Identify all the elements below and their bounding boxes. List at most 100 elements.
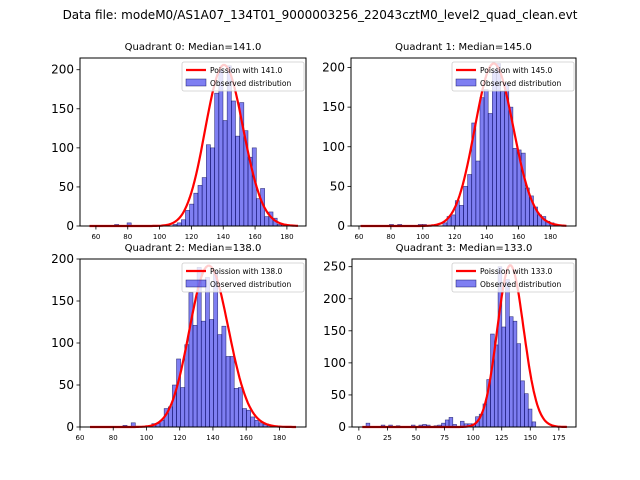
ytick-label: 100 — [51, 141, 74, 155]
histogram-bar — [214, 92, 220, 227]
xtick-label: 125 — [495, 434, 508, 442]
subplot-title: Quadrant 3: Median=133.0 — [396, 243, 533, 254]
xtick-label: 0 — [357, 434, 361, 442]
legend: Poission with 133.0 Observed distribution — [451, 262, 575, 293]
axes-frame — [351, 258, 577, 428]
legend-label-observed: Observed distribution — [210, 280, 291, 289]
axes-frame — [350, 57, 577, 227]
subplot-quadrant-1: Quadrant 1: Median=145.0 0 50 100 150 200 60 80… — [322, 42, 577, 241]
xtick-label: 50 — [412, 434, 421, 442]
xtick-label: 100 — [466, 434, 479, 442]
histogram-bar — [516, 343, 521, 428]
xtick-label: 120 — [173, 434, 186, 442]
legend-label-observed: Observed distribution — [480, 280, 561, 289]
histogram-bar — [246, 409, 251, 428]
ytick-label: 100 — [51, 336, 74, 350]
histogram-bar — [193, 192, 199, 227]
histogram-bar — [479, 97, 485, 227]
histogram-bar — [512, 320, 518, 428]
histogram-bar — [180, 219, 186, 227]
xtick-label: 150 — [524, 434, 537, 442]
xtick-label: 160 — [512, 233, 525, 241]
legend-label-observed: Observed distribution — [210, 79, 291, 88]
ytick-label: 50 — [59, 378, 74, 392]
xtick-label: 140 — [206, 434, 219, 442]
xtick-label: 120 — [448, 233, 461, 241]
subplot-quadrant-3: Quadrant 3: Median=133.0 0 50 100 150 200 250 0… — [323, 243, 577, 442]
legend-bar-swatch — [455, 279, 477, 288]
histogram-bar — [250, 416, 256, 428]
histogram-bar — [217, 334, 223, 428]
xtick-label: 80 — [109, 434, 118, 442]
legend-label-poisson: Poission with 141.0 — [210, 66, 283, 75]
subplot-quadrant-2: Quadrant 2: Median=138.0 0 50 100 150 200 60 80… — [51, 243, 307, 442]
histogram-bar — [221, 325, 227, 428]
histogram-bar — [264, 216, 270, 227]
histogram-bar — [527, 408, 533, 428]
histogram-bar — [218, 69, 224, 227]
legend-bar-swatch — [185, 78, 207, 87]
histogram-bar — [531, 421, 537, 428]
histogram-bar — [459, 205, 464, 227]
ytick-label: 100 — [323, 356, 346, 370]
xtick-label: 100 — [416, 233, 429, 241]
histogram-bar — [524, 393, 529, 428]
xtick-label: 60 — [91, 233, 100, 241]
histogram-bar — [210, 147, 215, 227]
histogram-bar — [184, 344, 190, 428]
ytick-label: 50 — [59, 180, 74, 194]
histogram-bar — [492, 70, 497, 227]
ytick-label: 200 — [51, 63, 74, 77]
legend-label-poisson: Poission with 145.0 — [480, 66, 553, 75]
axes-frame — [79, 57, 307, 227]
histogram-bar — [235, 135, 240, 227]
histogram-bar — [200, 320, 206, 428]
histogram-bar — [233, 388, 239, 428]
subplot-quadrant-0: Quadrant 0: Median=141.0 0 50 100 150 200 60 80… — [51, 42, 307, 241]
legend-frame — [181, 262, 305, 293]
histogram-bar — [176, 358, 181, 428]
xtick-label: 180 — [544, 233, 557, 241]
ytick-label: 150 — [51, 102, 74, 116]
histogram-bar — [448, 417, 454, 428]
histogram-bar — [225, 356, 231, 428]
ytick-label: 100 — [322, 140, 345, 154]
histogram-bar — [501, 326, 506, 428]
histogram-bar — [231, 100, 236, 227]
histogram-bar — [500, 90, 505, 227]
ytick-label: 250 — [323, 260, 346, 274]
ytick-label: 150 — [51, 294, 74, 308]
subplot-title: Quadrant 1: Median=145.0 — [395, 42, 532, 53]
histogram-bar — [222, 120, 228, 227]
histogram-bar — [185, 210, 190, 227]
xtick-label: 80 — [123, 233, 132, 241]
histogram-bar — [463, 186, 468, 227]
legend: Poission with 138.0 Observed distribution — [181, 262, 305, 293]
histogram-bar — [189, 203, 195, 227]
legend-bar-swatch — [185, 279, 207, 288]
xtick-label: 75 — [440, 434, 449, 442]
histogram-bar — [213, 271, 219, 428]
legend-label-poisson: Poission with 133.0 — [480, 267, 553, 276]
histogram-bar — [197, 185, 203, 227]
histogram-bar — [256, 198, 261, 227]
xtick-label: 140 — [217, 233, 230, 241]
histogram-bar — [201, 177, 207, 227]
legend: Poission with 145.0 Observed distribution — [451, 61, 575, 92]
subplot-title: Quadrant 0: Median=141.0 — [125, 42, 262, 53]
xtick-label: 160 — [239, 434, 252, 442]
histogram-bar — [206, 144, 211, 227]
xtick-label: 80 — [386, 233, 395, 241]
xtick-label: 25 — [383, 434, 392, 442]
histogram-bar — [450, 214, 456, 227]
xtick-label: 180 — [273, 434, 286, 442]
histogram-bar — [509, 316, 514, 428]
histogram-bar — [483, 89, 489, 227]
histogram-bar — [493, 344, 499, 428]
histogram-bar — [487, 113, 493, 227]
ytick-label: 50 — [331, 388, 346, 402]
ytick-label: 0 — [337, 219, 345, 233]
legend-frame — [451, 262, 575, 293]
histogram-bar — [229, 356, 235, 428]
ytick-label: 200 — [322, 61, 345, 75]
